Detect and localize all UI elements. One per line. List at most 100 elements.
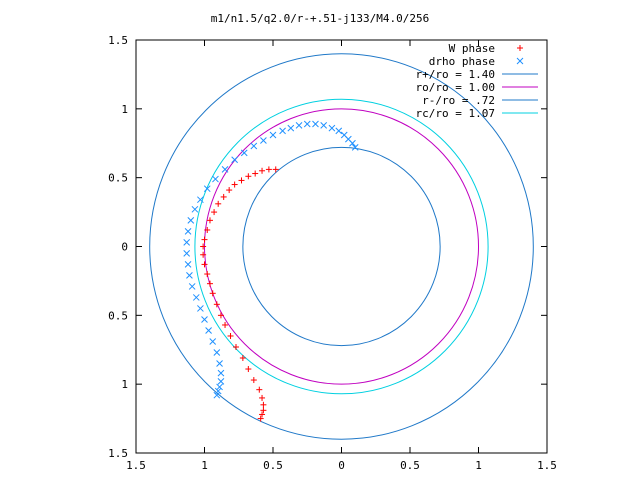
circle-series-5 [194, 98, 489, 395]
data-point-1-19 [203, 185, 211, 193]
data-point-0-10 [211, 209, 218, 216]
data-point-0-17 [204, 271, 211, 278]
points-layer [183, 120, 359, 422]
y-tick-label: 1.5 [108, 34, 128, 47]
data-point-0-25 [239, 355, 246, 362]
data-point-0-13 [201, 236, 208, 243]
data-point-1-3 [340, 131, 348, 139]
data-point-1-7 [312, 120, 319, 128]
data-point-0-15 [200, 251, 207, 258]
circle-series-4 [242, 146, 441, 347]
data-point-0-4 [245, 173, 252, 180]
legend-label-3: ro/ro = 1.00 [416, 81, 495, 94]
data-point-1-33 [209, 338, 217, 345]
y-tick-label: 1.5 [108, 447, 128, 460]
legend-label-2: r+/ro = 1.40 [416, 68, 495, 81]
data-point-1-14 [250, 142, 258, 150]
data-point-1-34 [213, 349, 221, 356]
legend-label-5: rc/ro = 1.07 [416, 107, 495, 120]
x-tick-label: 0.5 [400, 459, 420, 472]
data-point-1-37 [217, 378, 225, 385]
data-point-1-11 [279, 127, 286, 135]
data-point-1-12 [269, 131, 277, 139]
legend-label-0: W phase [449, 42, 495, 55]
data-point-0-20 [213, 301, 220, 308]
x-tick-label: 1.5 [537, 459, 557, 472]
data-point-1-29 [192, 294, 200, 301]
data-point-0-31 [260, 407, 267, 414]
data-point-0-1 [265, 166, 272, 173]
data-point-0-6 [231, 181, 238, 188]
chart-title: m1/n1.5/q2.0/r-+.51-j133/M4.0/256 [211, 12, 430, 25]
legend-marker-1 [516, 57, 524, 65]
legend-label-4: r-/ro = .72 [422, 94, 495, 107]
ticks-layer: 1.5 1 0.5 0 0.5 1 1.51.510.500.511.5 [108, 34, 557, 472]
data-point-1-39 [214, 387, 222, 395]
y-tick-label: 0 [121, 241, 128, 254]
x-tick-label: 1 [201, 459, 208, 472]
y-tick-label: 1 [121, 378, 128, 391]
data-point-0-3 [252, 170, 259, 177]
data-point-1-40 [213, 391, 221, 399]
data-point-0-14 [200, 243, 207, 250]
data-point-0-16 [201, 261, 208, 268]
data-point-0-11 [206, 217, 213, 224]
x-tick-label: 0 [338, 459, 345, 472]
circle-series-2 [149, 53, 534, 440]
data-point-0-24 [233, 343, 240, 350]
data-point-0-18 [206, 280, 213, 287]
legend-label-1: drho phase [429, 55, 495, 68]
data-point-1-36 [217, 369, 225, 377]
y-tick-label: 0.5 [108, 309, 128, 322]
data-point-1-8 [303, 120, 311, 128]
data-point-1-35 [216, 360, 223, 367]
data-point-1-4 [335, 127, 343, 135]
data-point-1-6 [320, 121, 328, 129]
data-point-1-32 [205, 327, 212, 334]
data-point-0-29 [259, 394, 266, 401]
data-point-0-30 [260, 401, 267, 408]
data-point-1-27 [186, 272, 193, 279]
data-point-1-20 [197, 196, 204, 204]
data-point-0-33 [257, 415, 264, 422]
data-point-1-17 [221, 166, 229, 173]
data-point-1-22 [187, 216, 195, 224]
data-point-1-18 [212, 175, 219, 183]
data-point-0-26 [245, 366, 252, 373]
data-point-1-15 [240, 149, 248, 157]
legend-marker-0 [517, 45, 523, 51]
data-point-0-23 [227, 332, 234, 339]
data-point-1-25 [183, 250, 191, 257]
data-point-0-7 [226, 187, 233, 194]
data-point-0-21 [217, 312, 224, 319]
data-point-0-8 [220, 193, 227, 200]
data-point-1-5 [328, 124, 336, 132]
x-tick-label: 1.5 [126, 459, 146, 472]
data-point-1-9 [295, 121, 303, 129]
y-tick-label: 0.5 [108, 172, 128, 185]
data-point-1-38 [216, 383, 223, 391]
data-point-1-16 [231, 156, 238, 164]
data-point-1-10 [287, 124, 295, 132]
x-tick-label: 1 [475, 459, 482, 472]
data-point-1-21 [191, 205, 199, 213]
data-point-1-30 [197, 305, 204, 312]
data-point-1-26 [184, 261, 192, 268]
data-point-1-24 [183, 239, 191, 246]
data-point-0-0 [272, 166, 279, 173]
data-point-0-19 [209, 290, 216, 297]
data-point-0-22 [222, 321, 229, 328]
data-point-0-5 [238, 177, 245, 184]
circle-series-3 [204, 108, 479, 385]
data-point-0-9 [215, 200, 222, 207]
data-point-1-28 [188, 283, 196, 290]
data-point-0-28 [256, 386, 263, 393]
data-point-1-23 [184, 228, 192, 235]
data-point-0-27 [250, 377, 257, 384]
data-point-0-2 [259, 167, 266, 174]
data-point-1-0 [351, 144, 359, 151]
circles-layer [149, 53, 534, 440]
data-point-0-32 [259, 411, 266, 418]
